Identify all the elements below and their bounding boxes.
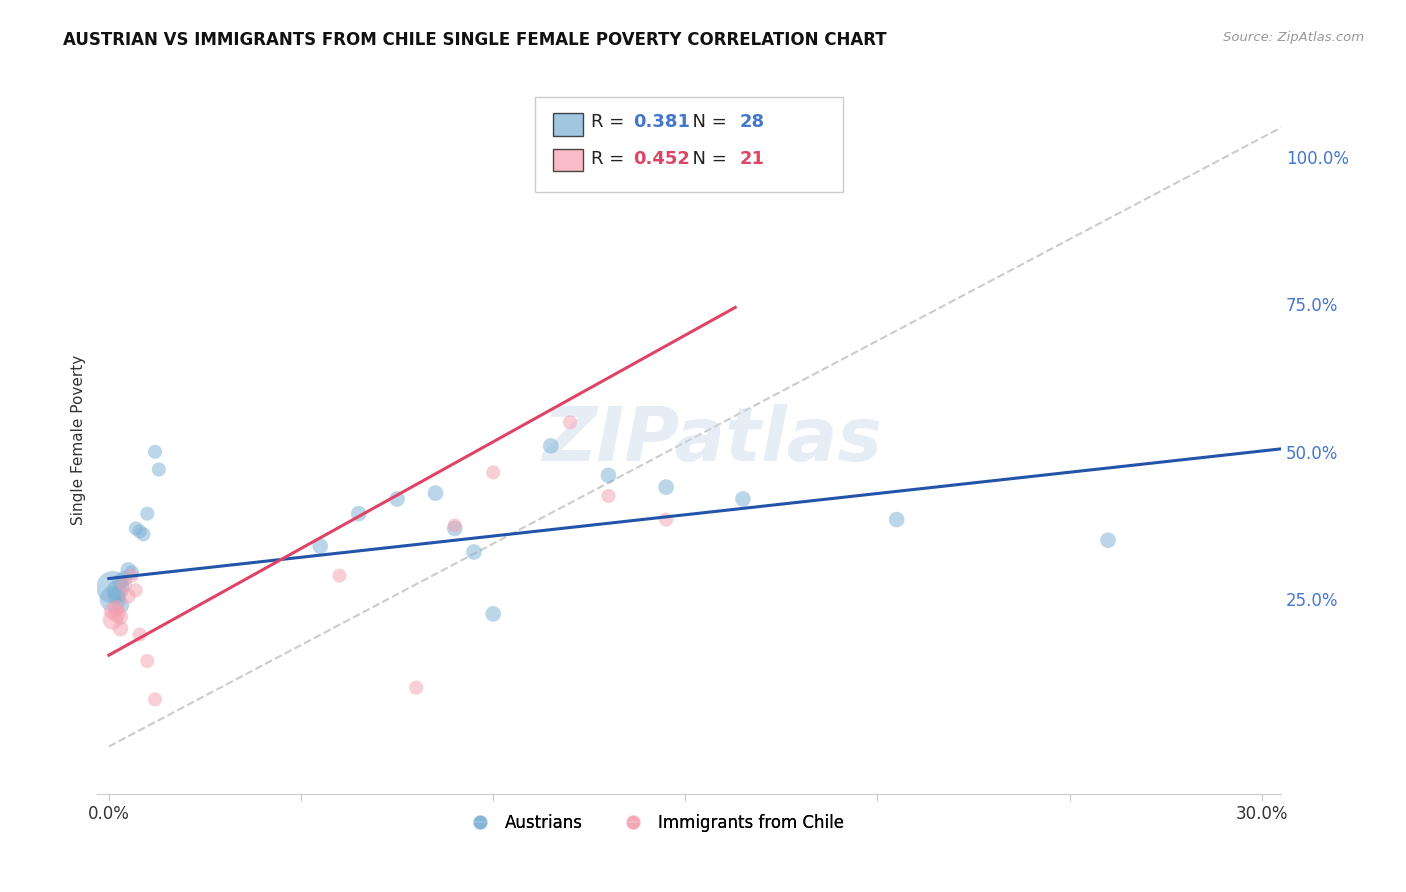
Point <box>443 518 465 533</box>
Text: Source: ZipAtlas.com: Source: ZipAtlas.com <box>1223 31 1364 45</box>
Point <box>125 583 148 598</box>
Text: N =: N = <box>681 150 733 168</box>
Text: R =: R = <box>591 150 630 168</box>
Point <box>558 415 581 429</box>
Point <box>110 622 132 636</box>
Point <box>110 574 132 589</box>
Text: 0.452: 0.452 <box>634 150 690 168</box>
Point <box>598 489 620 503</box>
Point <box>136 654 159 668</box>
Point <box>112 572 135 586</box>
Text: 21: 21 <box>740 150 765 168</box>
Point <box>482 466 505 480</box>
Point <box>540 439 562 453</box>
FancyBboxPatch shape <box>536 97 844 193</box>
Point <box>143 692 166 706</box>
Point <box>105 601 128 615</box>
Point <box>463 545 485 559</box>
Point <box>405 681 427 695</box>
Point <box>105 589 128 603</box>
Point <box>101 604 124 618</box>
Point <box>121 568 143 582</box>
Point <box>105 607 128 621</box>
Point <box>425 486 447 500</box>
Text: N =: N = <box>681 112 733 131</box>
Point <box>385 491 408 506</box>
Point <box>148 462 170 476</box>
Text: ZIPatlas: ZIPatlas <box>543 403 883 476</box>
Point <box>117 563 139 577</box>
Point <box>655 513 678 527</box>
Point <box>443 521 465 535</box>
Point <box>101 592 124 607</box>
FancyBboxPatch shape <box>553 113 582 136</box>
Point <box>482 607 505 621</box>
Point <box>128 524 150 539</box>
Text: AUSTRIAN VS IMMIGRANTS FROM CHILE SINGLE FEMALE POVERTY CORRELATION CHART: AUSTRIAN VS IMMIGRANTS FROM CHILE SINGLE… <box>63 31 887 49</box>
Point <box>132 527 155 541</box>
Point <box>128 627 150 641</box>
Point <box>110 598 132 612</box>
Point <box>125 521 148 535</box>
Point <box>731 491 754 506</box>
Point <box>655 480 678 494</box>
Point <box>309 539 332 553</box>
Point <box>121 566 143 580</box>
Point <box>105 583 128 598</box>
Point <box>110 610 132 624</box>
Point <box>347 507 370 521</box>
Y-axis label: Single Female Poverty: Single Female Poverty <box>72 355 86 525</box>
Text: R =: R = <box>591 112 630 131</box>
Point <box>112 577 135 591</box>
Text: 28: 28 <box>740 112 765 131</box>
Point <box>713 168 735 182</box>
FancyBboxPatch shape <box>553 149 582 171</box>
Point <box>136 507 159 521</box>
Point <box>598 468 620 483</box>
Point <box>143 445 166 459</box>
Point <box>117 589 139 603</box>
Point <box>886 513 908 527</box>
Point <box>101 613 124 627</box>
Legend: Austrians, Immigrants from Chile: Austrians, Immigrants from Chile <box>457 807 851 838</box>
Point <box>1097 533 1119 548</box>
Text: 0.381: 0.381 <box>634 112 690 131</box>
Point <box>328 568 350 582</box>
Point <box>101 580 124 594</box>
